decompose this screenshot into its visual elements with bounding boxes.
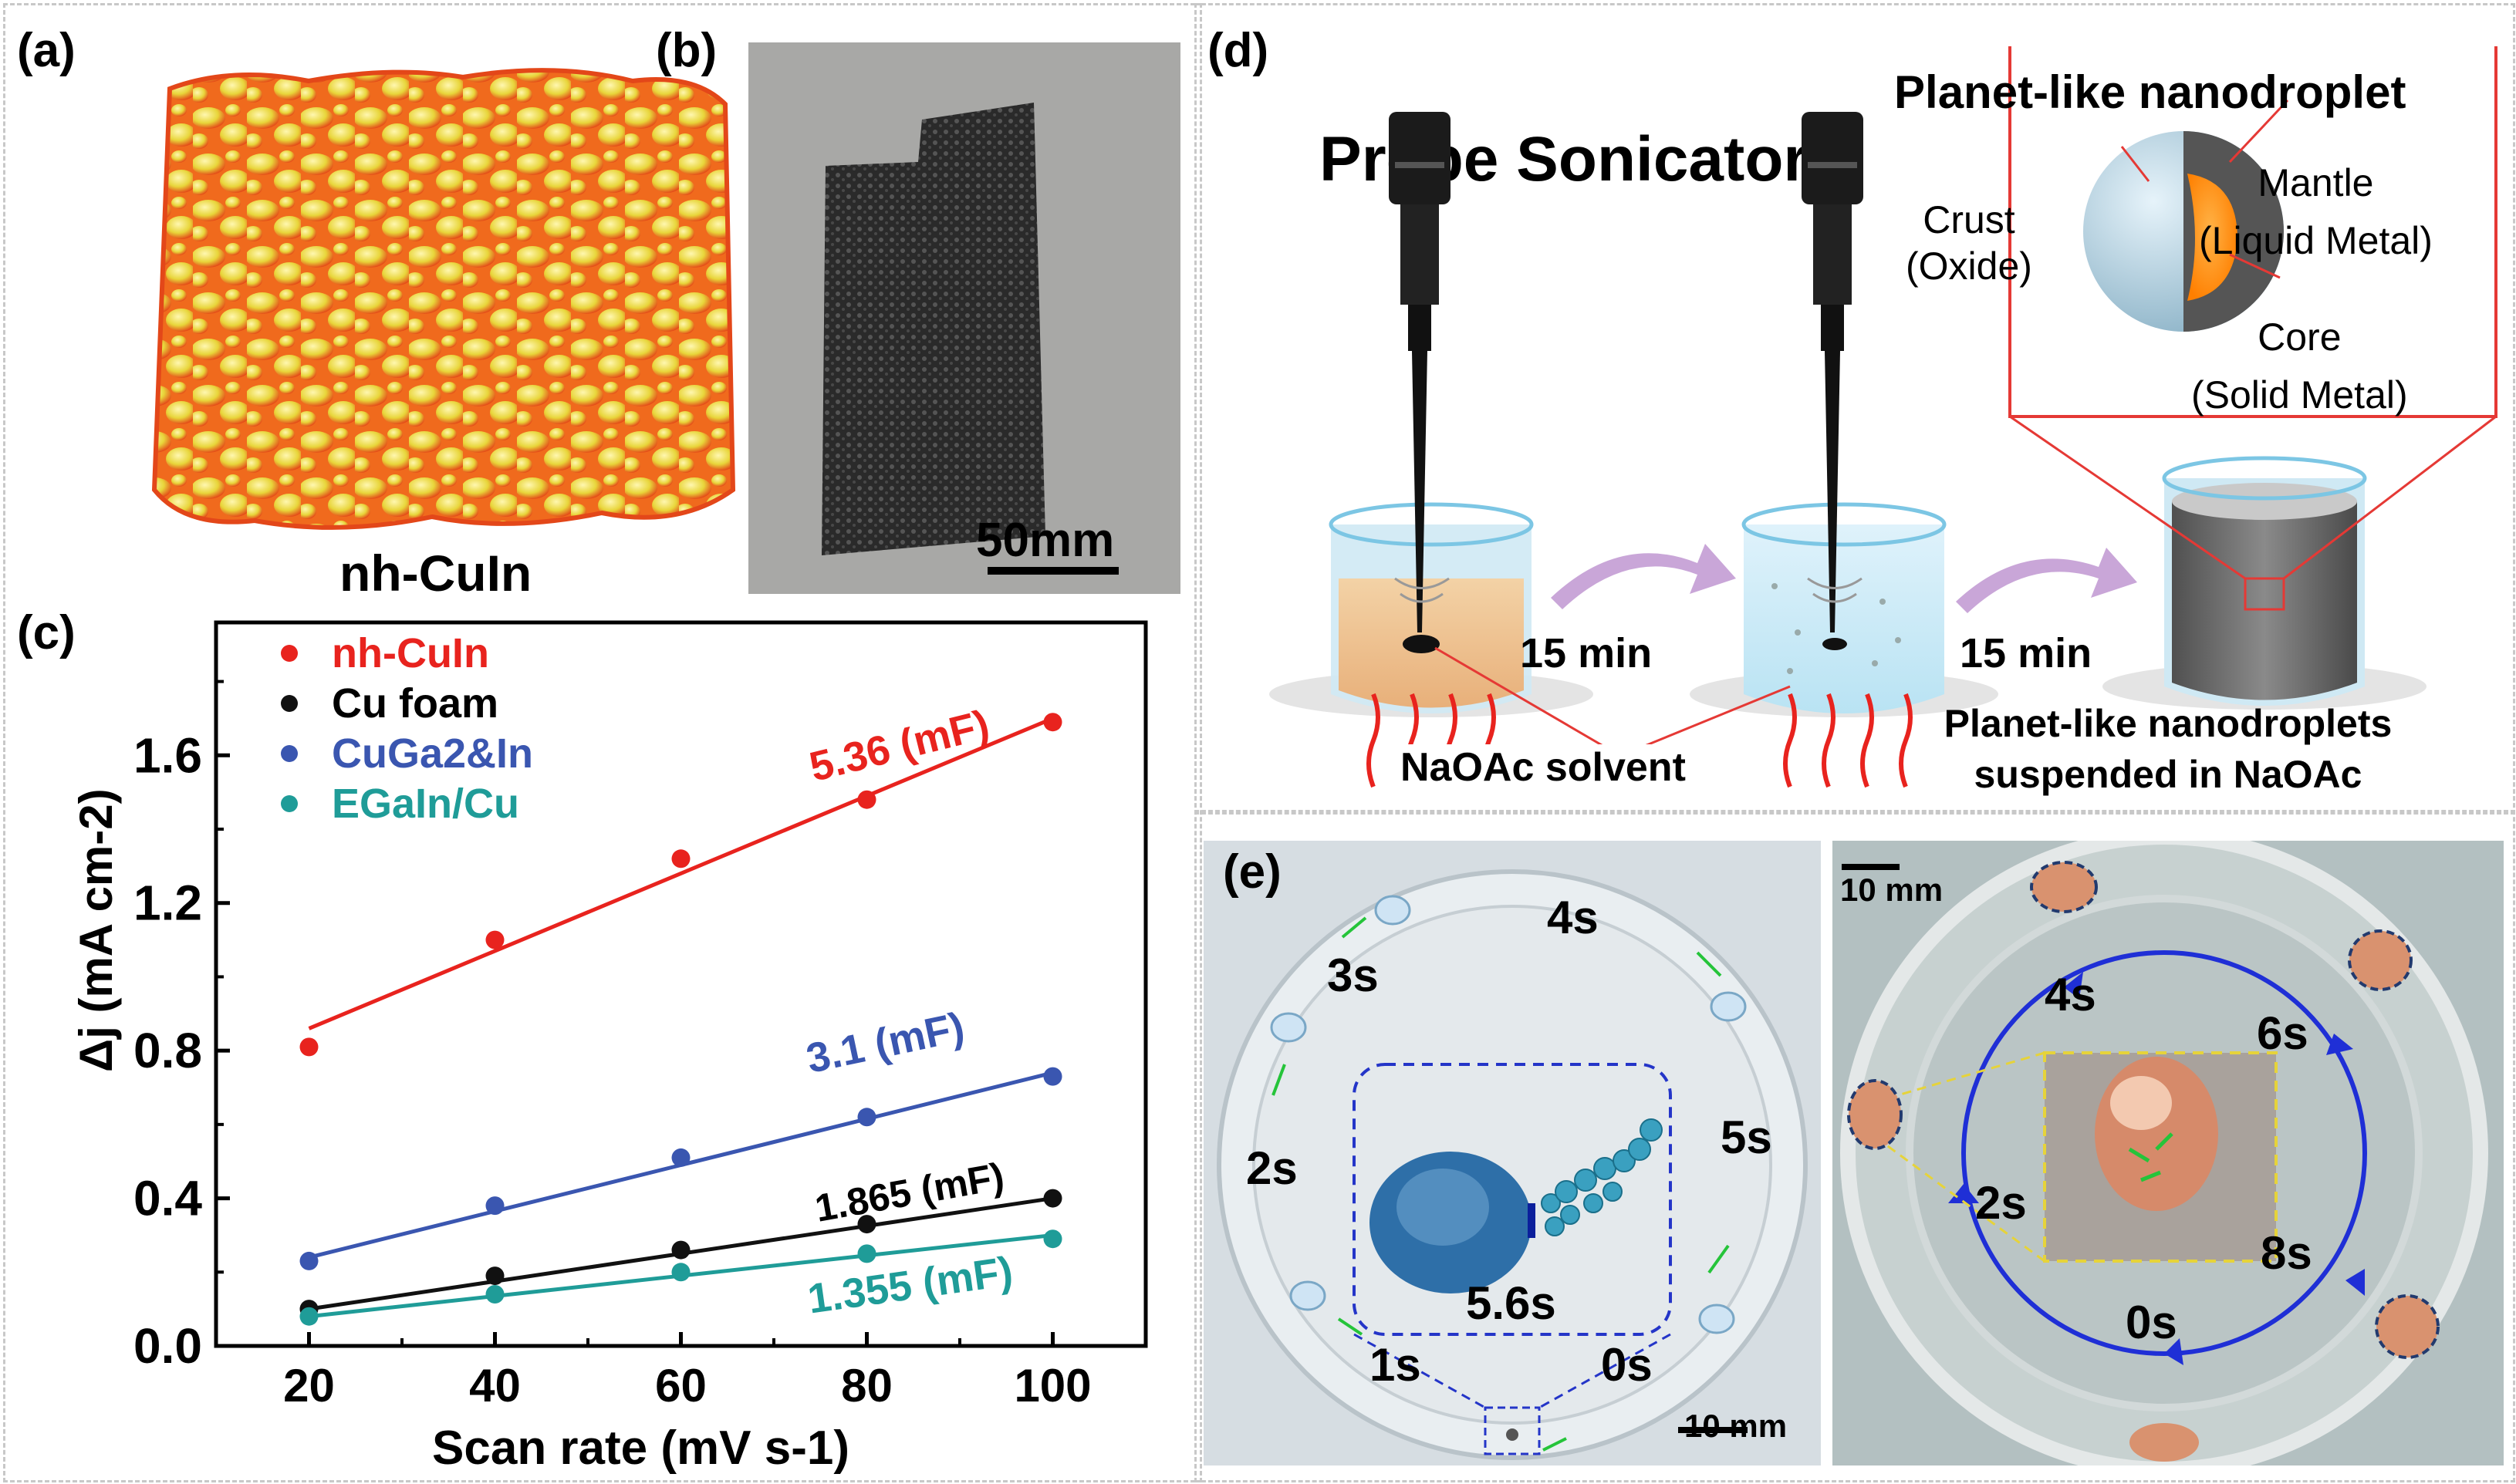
left-time-0s: 0s	[1601, 1339, 1653, 1391]
left-time-5s: 5s	[1721, 1111, 1772, 1163]
mantle-label: Mantle (Liquid Metal)	[2199, 154, 2433, 270]
y-tick-label: 0.0	[133, 1318, 202, 1374]
panel-e-label: (e)	[1223, 845, 1282, 899]
solvent-label: NaOAc solvent	[1400, 744, 1686, 791]
x-tick-label: 40	[469, 1360, 521, 1411]
data-point	[857, 790, 876, 809]
data-point	[1043, 713, 1062, 732]
right-scalebar-label: 10 mm	[1840, 872, 1944, 908]
time-label-2: 15 min	[1960, 630, 2092, 676]
capacitance-label: 5.36 (mF)	[805, 701, 994, 791]
legend-marker	[281, 645, 298, 662]
nanodroplet-sphere	[2083, 131, 2284, 332]
panel-a-caption: nh-CuIn	[339, 545, 532, 602]
panel-d-label: (d)	[1207, 24, 1269, 77]
data-point	[857, 1244, 876, 1263]
process-arrow-2	[1956, 548, 2137, 613]
crust-label-line2: (Oxide)	[1906, 245, 2032, 288]
mantle-label-line1: Mantle	[2258, 161, 2374, 204]
x-axis-label: Scan rate (mV s-1)	[432, 1422, 849, 1475]
data-point	[299, 1307, 319, 1326]
core-label-line1: Core	[2258, 315, 2342, 359]
beaker-2	[1690, 112, 1998, 717]
dish-photo-left	[1204, 841, 1821, 1465]
right-time-0s: 0s	[2126, 1297, 2177, 1348]
right-time-8s: 8s	[2261, 1227, 2312, 1279]
y-axis-label: Δj (mA cm-2)	[70, 788, 122, 1072]
data-point	[671, 849, 691, 868]
panel-b-scalebar-label: 50mm	[976, 514, 1115, 567]
legend-marker	[281, 745, 298, 762]
divider-top-left	[3, 3, 1202, 1482]
x-tick-label: 20	[283, 1360, 335, 1411]
right-time-2s: 2s	[1975, 1177, 2027, 1229]
panel-c-label: (c)	[17, 606, 76, 659]
dish-photo-right	[1832, 829, 2504, 1477]
data-point	[485, 1266, 505, 1286]
data-point	[671, 1263, 691, 1282]
process-arrow-1	[1551, 544, 1736, 609]
left-time-4s: 4s	[1547, 892, 1599, 943]
sonication-diagram: 15 min 15 min	[1269, 46, 2497, 788]
core-label: Core (Solid Metal)	[2191, 309, 2408, 424]
divider-middle-horizontal	[1194, 810, 2515, 815]
legend-label: CuGa2&In	[332, 730, 533, 777]
x-tick-label: 100	[1014, 1360, 1091, 1411]
fit-line-0	[308, 717, 1054, 1030]
y-tick-label: 1.2	[133, 875, 202, 931]
foam-photo	[748, 42, 1180, 594]
data-point	[1043, 1067, 1062, 1086]
crust-label: Crust (Oxide)	[1906, 197, 2032, 289]
legend-label: EGaIn/Cu	[332, 781, 519, 827]
y-tick-label: 0.8	[133, 1023, 202, 1078]
right-time-4s: 4s	[2045, 969, 2096, 1020]
legend-label: nh-CuIn	[332, 630, 489, 676]
data-point	[671, 1148, 691, 1167]
data-point	[485, 1196, 505, 1216]
capacitance-label: 3.1 (mF)	[802, 1003, 968, 1082]
left-time-5-6s: 5.6s	[1466, 1277, 1556, 1329]
data-point	[671, 1240, 691, 1260]
crust-label-line1: Crust	[1923, 198, 2015, 241]
heat-arrows-2	[1783, 693, 1913, 788]
divider-right-panel	[1194, 3, 2515, 1482]
x-tick-label: 60	[655, 1360, 707, 1411]
data-point	[299, 1037, 319, 1057]
left-scalebar-label: 10 mm	[1684, 1408, 1788, 1444]
panel-a-label: (a)	[17, 24, 76, 77]
data-point	[857, 1108, 876, 1127]
suspension-label-line2: suspended in NaOAc	[1974, 753, 2362, 796]
data-point	[1043, 1189, 1062, 1208]
x-tick-label: 80	[841, 1360, 893, 1411]
time-label-1: 15 min	[1520, 630, 1652, 676]
right-time-6s: 6s	[2257, 1007, 2308, 1059]
beaker-3	[2102, 456, 2427, 710]
left-time-2s: 2s	[1246, 1142, 1298, 1194]
legend-label: Cu foam	[332, 680, 498, 727]
data-point	[857, 1215, 876, 1234]
nh-cuin-3d-render	[151, 68, 736, 530]
y-tick-label: 0.4	[133, 1171, 202, 1226]
data-point	[299, 1251, 319, 1270]
legend-marker	[281, 795, 298, 812]
data-point	[485, 1285, 505, 1304]
panel-b-label: (b)	[656, 24, 718, 77]
inset-title: Planet-like nanodroplet	[1894, 66, 2406, 118]
legend-marker	[281, 695, 298, 712]
data-point	[485, 930, 505, 949]
suspension-label-line1: Planet-like nanodroplets	[1944, 702, 2393, 745]
suspension-label: Planet-like nanodroplets suspended in Na…	[1898, 698, 2438, 800]
left-time-3s: 3s	[1327, 949, 1379, 1001]
left-time-1s: 1s	[1369, 1339, 1421, 1391]
core-label-line2: (Solid Metal)	[2191, 373, 2408, 417]
data-point	[1043, 1229, 1062, 1249]
beaker-1	[1269, 112, 1593, 717]
y-tick-label: 1.6	[133, 727, 202, 783]
mantle-label-line2: (Liquid Metal)	[2199, 219, 2433, 262]
